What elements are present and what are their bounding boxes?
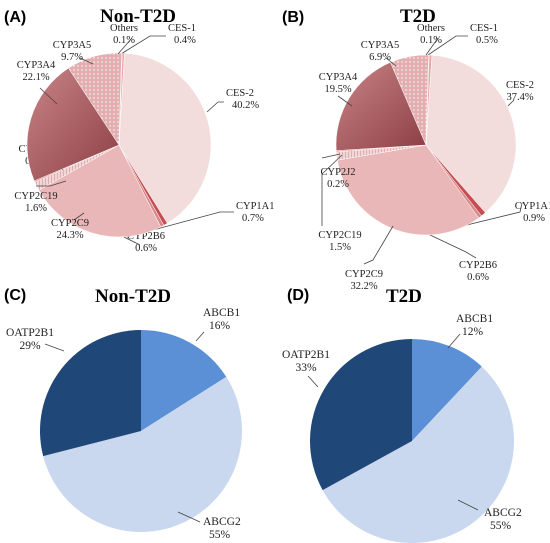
chart-b-value-cyp3a4: 19.5% xyxy=(324,84,351,95)
chart-c-label-abcb1: ABCB1 xyxy=(203,307,240,319)
chart-a-leader-ces-1 xyxy=(120,35,166,55)
chart-b-leader-cyp2c19 xyxy=(321,154,343,226)
chart-c-slice-abcg2 xyxy=(43,376,242,532)
chart-c-leader-abcg2 xyxy=(177,511,201,523)
chart-b-label-cyp3a5: CYP3A5 xyxy=(361,40,400,51)
chart-b-label-ces-2: CES-2 xyxy=(506,80,534,91)
chart-b-value-cyp3a5: 6.9% xyxy=(369,52,391,63)
chart-d-leader-oatp2b1 xyxy=(307,375,319,388)
chart-b-label-cyp2j2: CYP2J2 xyxy=(320,167,355,178)
chart-a-label-cyp1a1: CYP1A1 xyxy=(236,201,275,212)
chart-b-leader-cyp2b6 xyxy=(427,233,477,259)
chart-d-value-abcb1: 12% xyxy=(462,326,484,338)
chart-d-slice-abcb1 xyxy=(412,339,482,441)
chart-b-label-others: Others xyxy=(417,23,445,34)
chart-a-title: Non-T2D xyxy=(100,6,176,27)
chart-c-label-abcg2: ABCG2 xyxy=(203,516,241,528)
chart-c-leader-oatp2b1 xyxy=(44,343,65,352)
chart-b-value-cyp2c19: 1.5% xyxy=(329,242,351,253)
chart-b-leader-ces-2 xyxy=(507,99,515,107)
chart-a-label-cyp2b6: CYP2B6 xyxy=(127,231,165,242)
chart-d-label-abcb1: ABCB1 xyxy=(456,313,493,325)
chart-b-leader-cyp3a5 xyxy=(385,57,397,67)
chart-d-leader-abcg2 xyxy=(457,499,479,511)
chart-a-label-cyp2c9: CYP2C9 xyxy=(51,218,89,229)
chart-a-value-cyp2c9: 24.3% xyxy=(56,230,83,241)
chart-b-leader-others xyxy=(425,37,439,56)
chart-b-value-others: 0.1% xyxy=(420,35,442,46)
chart-a-value-cyp2c19: 1.6% xyxy=(25,203,47,214)
chart-d-slice-oatp2b1 xyxy=(310,339,412,491)
chart-b-value-cyp2b6: 0.6% xyxy=(467,272,489,283)
chart-a-slice-ces-2 xyxy=(118,52,212,224)
chart-b-label-cyp2c19: CYP2C19 xyxy=(318,230,361,241)
chart-b-label-cyp2c9: CYP2C9 xyxy=(345,269,383,280)
chart-a-label-cyp3a5: CYP3A5 xyxy=(53,40,92,51)
chart-a-label-others: Others xyxy=(110,23,138,34)
chart-b-slice-ces-2 xyxy=(425,54,517,213)
chart-c-leader-abcb1 xyxy=(195,331,205,342)
chart-c-panel-letter: (C) xyxy=(4,287,26,304)
chart-b-label-cyp3a4: CYP3A4 xyxy=(319,72,358,83)
chart-c-slice-abcb1 xyxy=(141,330,227,431)
chart-a-label-cyp3a4: CYP3A4 xyxy=(17,60,56,71)
chart-a-leader-ces-2 xyxy=(206,101,224,113)
chart-b-leader-cyp2c9 xyxy=(363,225,394,265)
chart-a-leader-cyp2c19 xyxy=(36,180,67,187)
chart-a-value-others: 0.1% xyxy=(113,35,135,46)
chart-b-title: T2D xyxy=(400,6,436,27)
chart-a-leader-cyp2b6 xyxy=(123,236,141,246)
chart-c-title: Non-T2D xyxy=(95,286,171,307)
chart-d-title: T2D xyxy=(386,286,422,307)
chart-c-value-abcb1: 16% xyxy=(209,320,231,332)
chart-b-leader-cyp2j2 xyxy=(321,153,341,159)
chart-d-value-abcg2: 55% xyxy=(490,520,512,532)
chart-b-value-ces-2: 37.4% xyxy=(506,92,533,103)
chart-b-leader-ces-1 xyxy=(427,35,468,56)
chart-b-panel-letter: (B) xyxy=(282,9,304,26)
chart-b-value-cyp2j2: 0.2% xyxy=(327,179,349,190)
chart-d-leader-abcb1 xyxy=(447,333,461,349)
chart-a-slice-cyp2c9 xyxy=(38,144,162,238)
chart-c-label-oatp2b1: OATP2B1 xyxy=(6,327,54,339)
chart-a-leader-cyp2c9 xyxy=(73,212,85,221)
chart-b-leader-cyp3a4 xyxy=(337,95,353,107)
chart-a-value-cyp2b6: 0.6% xyxy=(135,243,157,254)
chart-a-slice-others xyxy=(118,52,123,146)
chart-b-value-ces-1: 0.5% xyxy=(476,35,498,46)
chart-c-value-abcg2: 55% xyxy=(209,529,231,541)
chart-a-value-ces-2: 40.2% xyxy=(232,100,259,111)
chart-d-label-oatp2b1: OATP2B1 xyxy=(282,349,330,361)
chart-a-label-cyp2c19: CYP2C19 xyxy=(14,191,57,202)
chart-a-label-ces-1: CES-1 xyxy=(168,23,196,34)
chart-d-label-abcg2: ABCG2 xyxy=(484,507,522,519)
chart-b-value-cyp2c9: 32.2% xyxy=(350,281,377,292)
chart-a-value-cyp3a5: 9.7% xyxy=(61,52,83,63)
chart-b-slice-cyp3a4 xyxy=(335,61,427,151)
chart-b-value-cyp1a1: 0.9% xyxy=(523,213,545,224)
chart-c-value-oatp2b1: 29% xyxy=(19,340,41,352)
chart-a-value-cyp1a1: 0.7% xyxy=(242,213,264,224)
chart-b-label-cyp1a1: CYP1A1 xyxy=(515,201,550,212)
chart-d-panel-letter: (D) xyxy=(287,287,309,304)
chart-a-value-cyp3a4: 22.1% xyxy=(22,72,49,83)
chart-a-label-ces-2: CES-2 xyxy=(226,88,254,99)
chart-a-leader-cyp3a4 xyxy=(39,87,58,105)
chart-a-value-ces-1: 0.4% xyxy=(174,35,196,46)
chart-a-leader-cyp1a1 xyxy=(126,211,234,238)
chart-a-panel-letter: (A) xyxy=(4,9,26,26)
chart-d-slice-abcg2 xyxy=(322,366,515,543)
chart-c-slice-oatp2b1 xyxy=(39,329,141,457)
chart-a-slice-cyp3a4 xyxy=(26,67,120,182)
chart-a-leader-others xyxy=(117,37,133,55)
chart-a-leader-cyp3a5 xyxy=(79,57,94,65)
chart-b-label-ces-1: CES-1 xyxy=(470,23,498,34)
chart-b-slice-others xyxy=(425,54,430,146)
chart-b-label-cyp2b6: CYP2B6 xyxy=(459,260,497,271)
chart-d-value-oatp2b1: 33% xyxy=(295,362,317,374)
